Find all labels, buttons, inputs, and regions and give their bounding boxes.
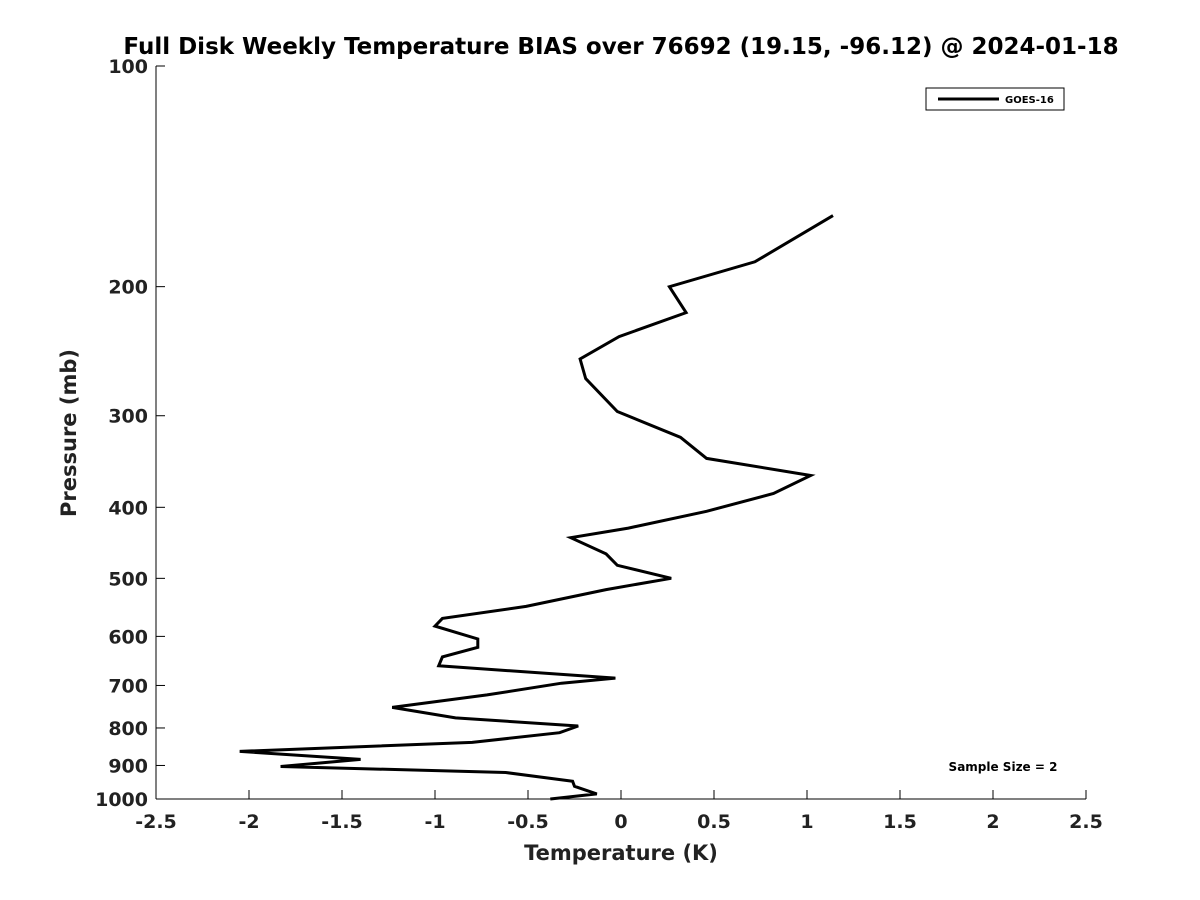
x-axis-ticks: -2.5 -2 -1.5 -1 -0.5 0 0.5 1 1.5 2 2.5	[135, 790, 1103, 833]
y-axis-ticks: 100 200 300 400 500 600 700 800 900 1000	[95, 56, 165, 811]
x-tick-label: 0	[614, 811, 627, 833]
y-tick-label: 400	[108, 497, 148, 519]
x-axis-label: Temperature (K)	[524, 841, 718, 865]
y-tick-label: 700	[108, 675, 148, 697]
x-tick-label: 2.5	[1069, 811, 1103, 833]
legend: GOES-16	[925, 87, 1065, 111]
x-tick-label: -2.5	[135, 811, 177, 833]
x-tick-label: -2	[238, 811, 259, 833]
series-line-goes-16	[239, 214, 834, 801]
y-tick-label: 1000	[95, 789, 148, 811]
sample-size-annotation: Sample Size = 2	[949, 760, 1058, 774]
y-tick-label: 100	[108, 56, 148, 78]
x-tick-label: -1.5	[321, 811, 363, 833]
y-tick-label: 500	[108, 568, 148, 590]
x-tick-label: 2	[986, 811, 999, 833]
y-tick-label: 300	[108, 406, 148, 428]
x-tick-label: 0.5	[697, 811, 731, 833]
y-tick-label: 600	[108, 626, 148, 648]
y-tick-label: 800	[108, 718, 148, 740]
x-tick-label: -0.5	[507, 811, 549, 833]
x-tick-label: 1	[800, 811, 813, 833]
x-tick-label: 1.5	[883, 811, 917, 833]
y-tick-label: 900	[108, 755, 148, 777]
x-tick-label: -1	[424, 811, 445, 833]
y-tick-label: 200	[108, 277, 148, 299]
chart-title: Full Disk Weekly Temperature BIAS over 7…	[123, 34, 1118, 60]
series-layer	[239, 214, 834, 801]
legend-label-goes16: GOES-16	[1005, 95, 1054, 106]
y-axis-label: Pressure (mb)	[57, 349, 81, 517]
